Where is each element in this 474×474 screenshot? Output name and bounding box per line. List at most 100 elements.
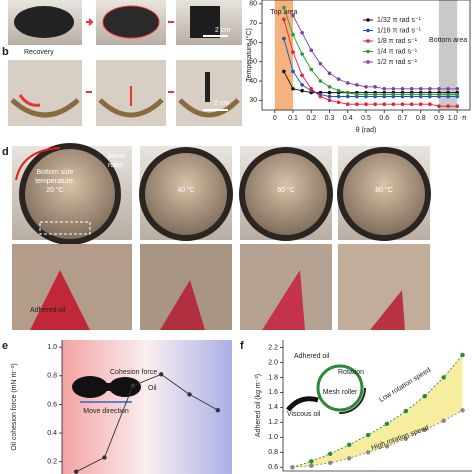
y-axis-label: Temperature (°C): [245, 28, 253, 82]
x-tick-label: 1.0 ·π: [448, 115, 467, 122]
data-point: [422, 393, 427, 399]
data-point: [446, 92, 450, 97]
area-band: [274, 0, 294, 110]
data-point: [418, 92, 423, 97]
y-axis-label: Oil cohesion force (mN m⁻²): [11, 363, 18, 450]
data-point: [300, 31, 304, 35]
series-line: [75, 373, 219, 473]
data-point: [437, 92, 441, 97]
legend-swatch: [366, 18, 370, 22]
panel-label: e: [2, 340, 8, 352]
y-tick-label: 1.8: [268, 374, 278, 381]
y-tick-label: 0.2: [47, 459, 57, 466]
data-point: [309, 67, 314, 72]
data-point: [446, 86, 450, 91]
data-point: [345, 90, 350, 95]
legend-label: 1/4 π rad s⁻¹: [377, 48, 418, 55]
data-point: [300, 73, 304, 78]
y-tick-label: 1.0: [268, 434, 278, 441]
y-tick-label: 40: [249, 78, 257, 85]
data-point: [384, 421, 390, 427]
data-point: [291, 50, 295, 54]
x-tick-label: 0.3: [325, 115, 335, 122]
panel-label: f: [240, 340, 244, 352]
band-fill: [292, 354, 463, 468]
data-point: [455, 104, 460, 108]
y-tick-label: 2.2: [268, 344, 278, 351]
band-label: Top area: [270, 9, 297, 16]
data-point: [73, 469, 79, 474]
x-tick-label: 0.9: [434, 115, 444, 122]
y-tick-label: 60: [249, 39, 257, 46]
y-tick-label: 1.4: [268, 404, 278, 411]
x-tick-label: 0.6: [379, 115, 389, 122]
data-point: [346, 456, 352, 461]
data-point: [418, 102, 423, 107]
data-point: [130, 383, 136, 389]
data-point: [446, 104, 450, 108]
data-point: [400, 102, 405, 107]
y-tick-label: 50: [249, 59, 257, 66]
data-point: [382, 92, 387, 97]
x-tick-label: 0.7: [398, 115, 408, 122]
data-point: [403, 408, 409, 414]
data-point: [346, 442, 352, 447]
y-tick-label: 0.6: [268, 464, 278, 471]
data-point: [309, 459, 314, 464]
data-point: [355, 92, 359, 97]
data-point: [441, 418, 446, 424]
photo-label: Mesh: [108, 153, 125, 160]
scale-label: 2 cm: [215, 27, 230, 34]
data-point: [355, 83, 359, 87]
data-point: [282, 5, 286, 10]
data-point: [428, 92, 432, 97]
data-point: [391, 86, 396, 91]
data-point: [460, 408, 465, 413]
photo-label: 60 °C: [277, 186, 295, 194]
data-point: [384, 444, 390, 449]
gradient-bg: [62, 340, 232, 474]
data-point: [215, 407, 221, 413]
data-point: [345, 102, 350, 107]
data-point: [291, 69, 295, 74]
photo-label: temperature:: [35, 178, 75, 185]
y-tick-label: 0.8: [268, 449, 278, 456]
data-point: [364, 102, 368, 107]
data-point: [327, 85, 332, 89]
data-point: [391, 92, 396, 97]
data-point: [309, 48, 314, 52]
data-point: [437, 104, 441, 108]
data-point: [336, 77, 341, 81]
data-point: [403, 436, 409, 442]
data-point: [300, 52, 304, 56]
annotation: Adhered oil: [294, 353, 330, 360]
data-point: [318, 79, 323, 83]
photos-d: [12, 143, 431, 330]
data-point: [345, 81, 350, 85]
x-tick-label: 0.8: [416, 115, 426, 122]
data-point: [336, 100, 341, 105]
photo-label: 20 °C: [46, 186, 64, 194]
data-point: [418, 86, 423, 91]
photos-a: 2 cm: [8, 0, 242, 45]
x-tick-label: 0.2: [306, 115, 316, 122]
data-point: [391, 102, 396, 107]
data-point: [327, 71, 332, 76]
data-point: [460, 352, 465, 358]
y-tick-label: 0.4: [47, 430, 57, 437]
data-point: [336, 94, 341, 99]
y-tick-label: 2.0: [268, 359, 278, 366]
data-point: [309, 86, 314, 91]
inset-f: [286, 362, 366, 414]
data-point: [327, 90, 332, 95]
photo-label: 40 °C: [177, 186, 195, 194]
data-point: [102, 455, 107, 460]
band-label: Bottom area: [429, 37, 467, 44]
data-point: [290, 465, 295, 470]
legend-swatch: [366, 49, 370, 54]
data-point: [327, 94, 332, 99]
x-tick-label: 0.4: [343, 115, 353, 122]
data-point: [282, 36, 286, 41]
x-tick-label: 0.5: [361, 115, 371, 122]
